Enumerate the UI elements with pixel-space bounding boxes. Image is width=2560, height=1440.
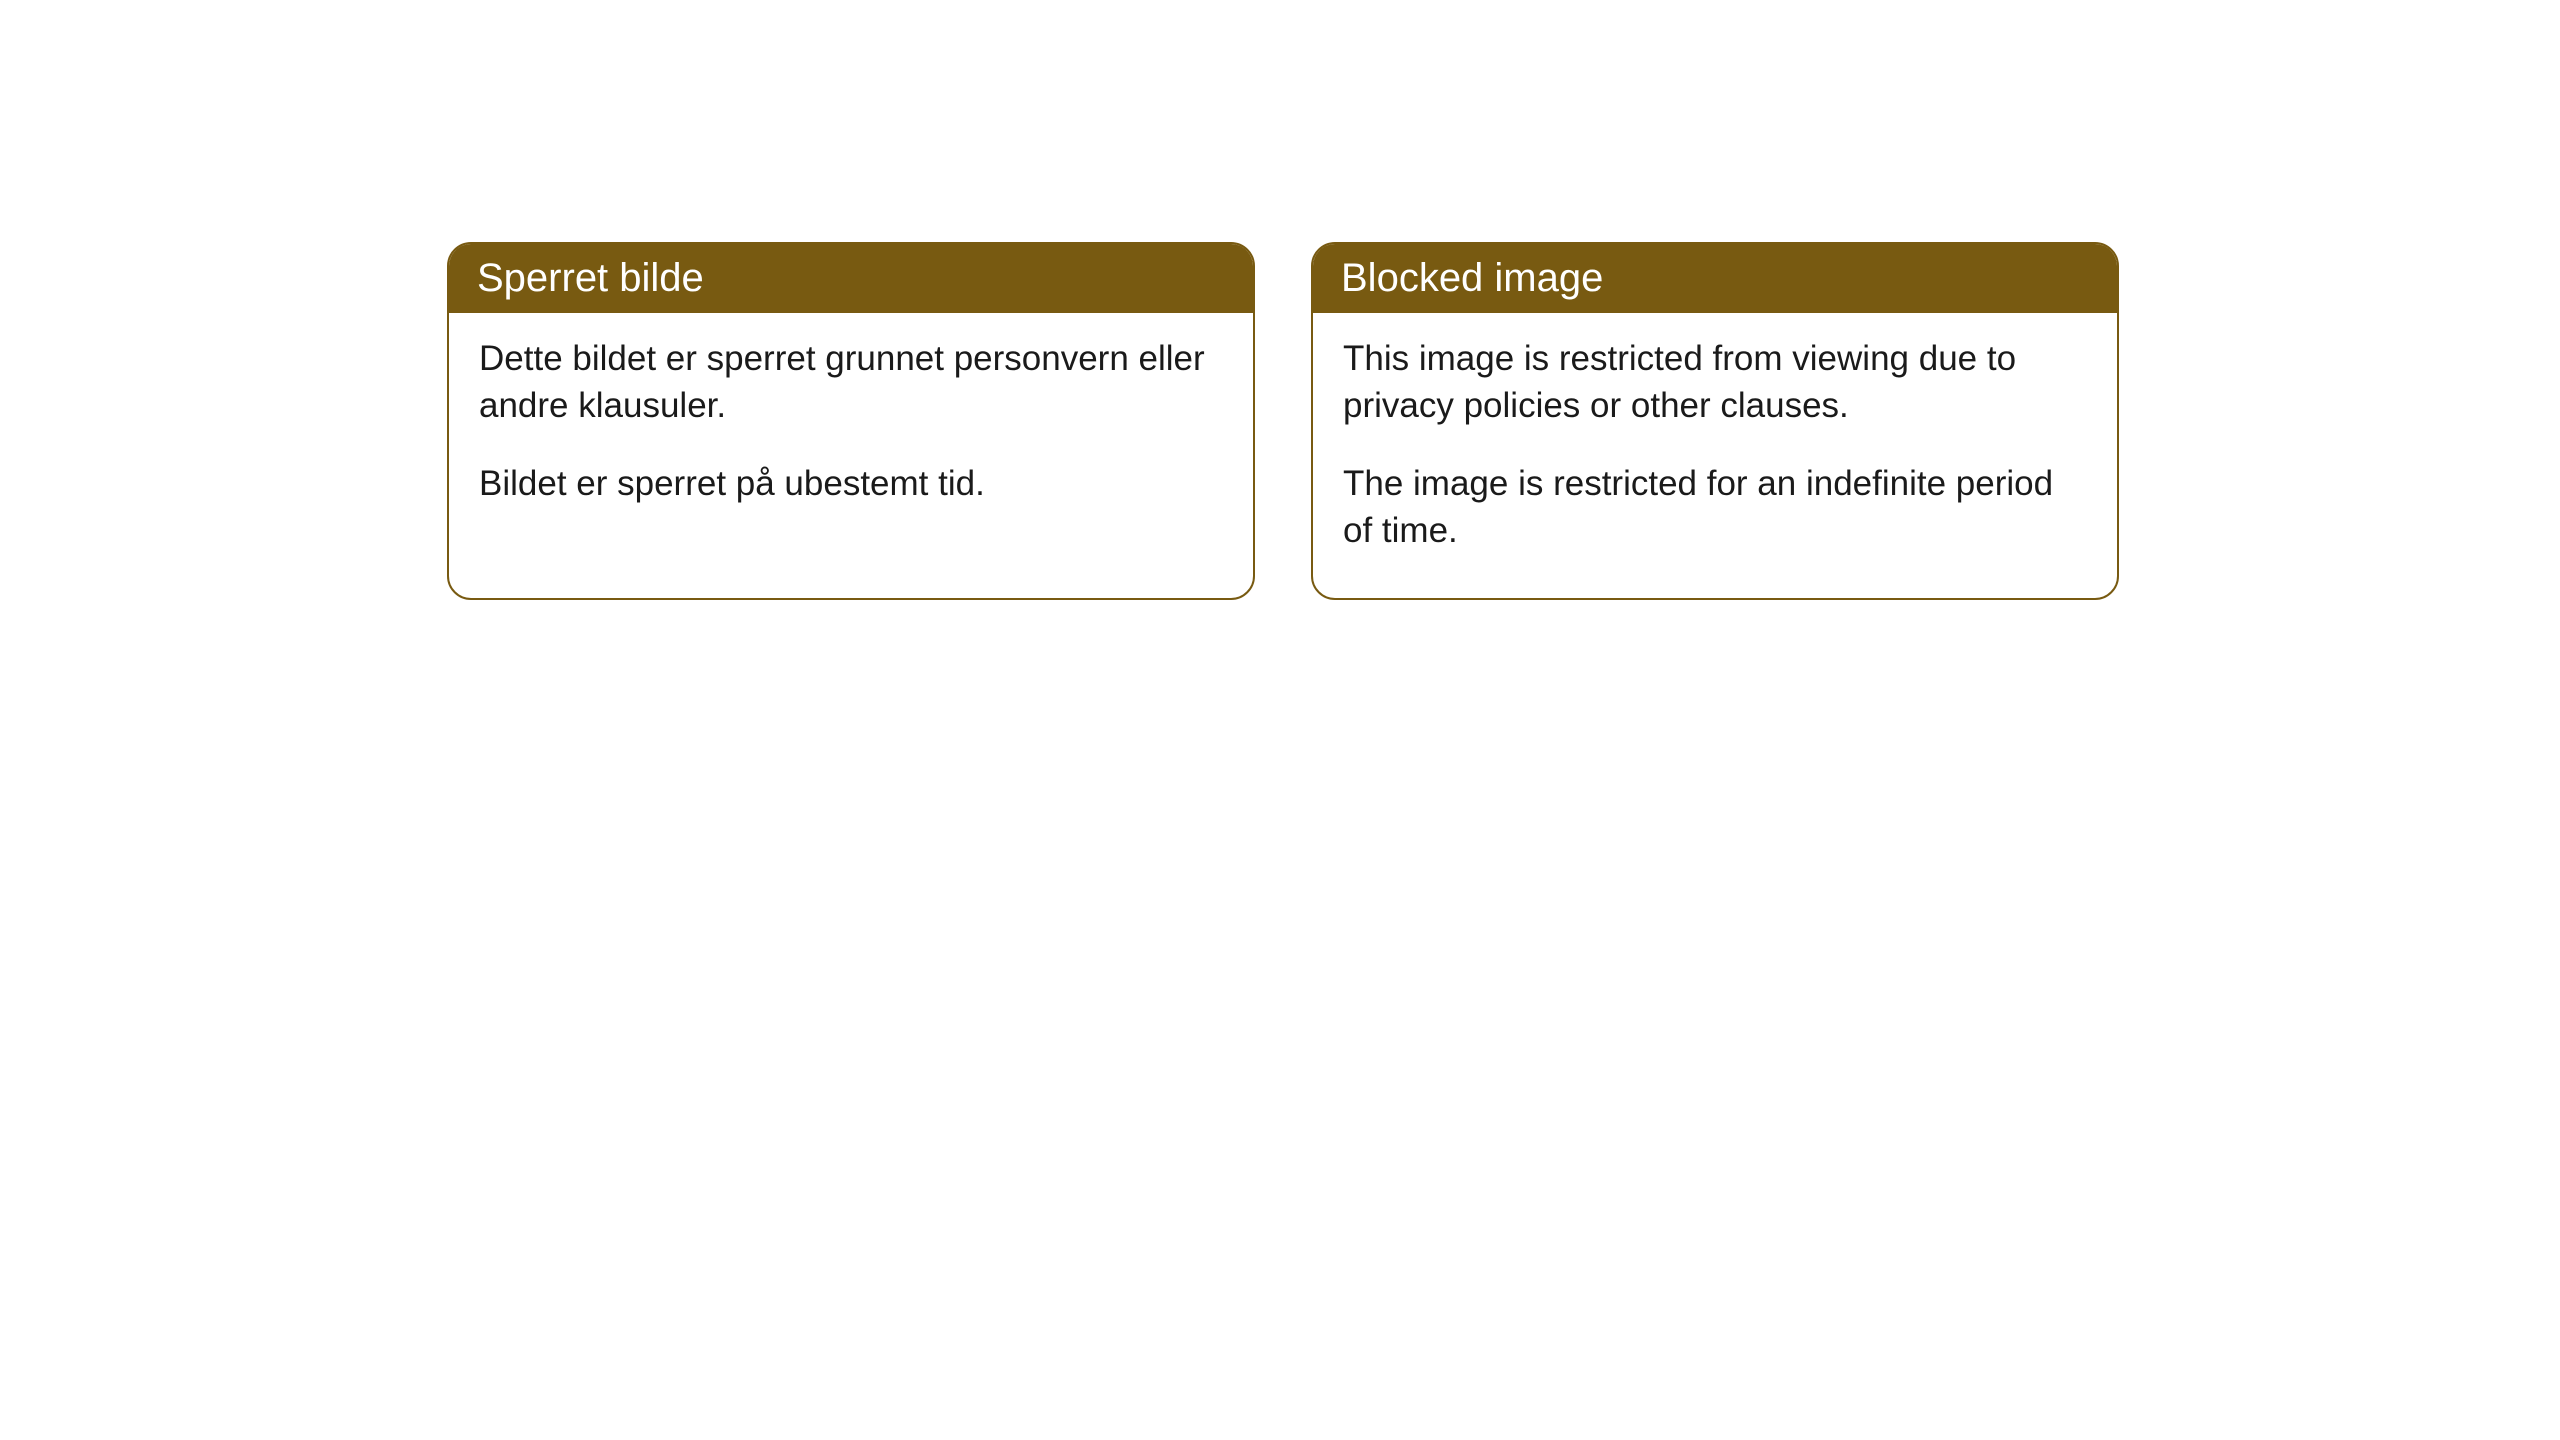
cards-container: Sperret bilde Dette bildet er sperret gr… bbox=[0, 0, 2560, 600]
card-paragraph-2-en: The image is restricted for an indefinit… bbox=[1343, 460, 2087, 555]
blocked-image-card-no: Sperret bilde Dette bildet er sperret gr… bbox=[447, 242, 1255, 600]
card-header-no: Sperret bilde bbox=[449, 244, 1253, 313]
card-body-no: Dette bildet er sperret grunnet personve… bbox=[449, 313, 1253, 551]
card-paragraph-1-en: This image is restricted from viewing du… bbox=[1343, 335, 2087, 430]
card-title-en: Blocked image bbox=[1341, 256, 1603, 300]
card-title-no: Sperret bilde bbox=[477, 256, 704, 300]
card-header-en: Blocked image bbox=[1313, 244, 2117, 313]
card-paragraph-2-no: Bildet er sperret på ubestemt tid. bbox=[479, 460, 1223, 507]
blocked-image-card-en: Blocked image This image is restricted f… bbox=[1311, 242, 2119, 600]
card-paragraph-1-no: Dette bildet er sperret grunnet personve… bbox=[479, 335, 1223, 430]
card-body-en: This image is restricted from viewing du… bbox=[1313, 313, 2117, 598]
